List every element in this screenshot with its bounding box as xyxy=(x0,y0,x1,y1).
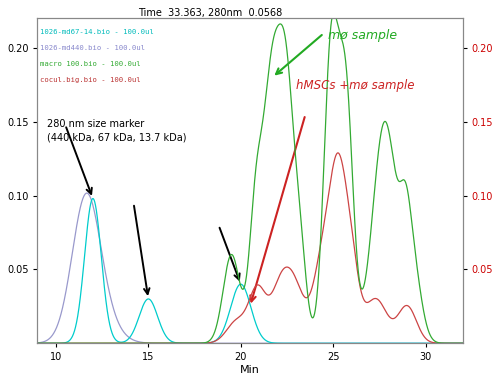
X-axis label: Min: Min xyxy=(240,365,260,375)
Text: 280 nm size marker
(440 kDa, 67 kDa, 13.7 kDa): 280 nm size marker (440 kDa, 67 kDa, 13.… xyxy=(46,119,186,142)
Text: mø sample: mø sample xyxy=(328,29,396,42)
Text: 1026-md440.bio - 100.0ul: 1026-md440.bio - 100.0ul xyxy=(40,45,145,51)
Text: 1026-md67-14.bio - 100.0ul: 1026-md67-14.bio - 100.0ul xyxy=(40,29,154,35)
Text: hMSCs +mø sample: hMSCs +mø sample xyxy=(296,79,414,92)
Text: Time  33.363, 280nm  0.0568: Time 33.363, 280nm 0.0568 xyxy=(138,8,282,18)
Text: macro 100.bio - 100.0ul: macro 100.bio - 100.0ul xyxy=(40,61,141,67)
Text: cocul.big.bio - 100.0ul: cocul.big.bio - 100.0ul xyxy=(40,78,141,84)
